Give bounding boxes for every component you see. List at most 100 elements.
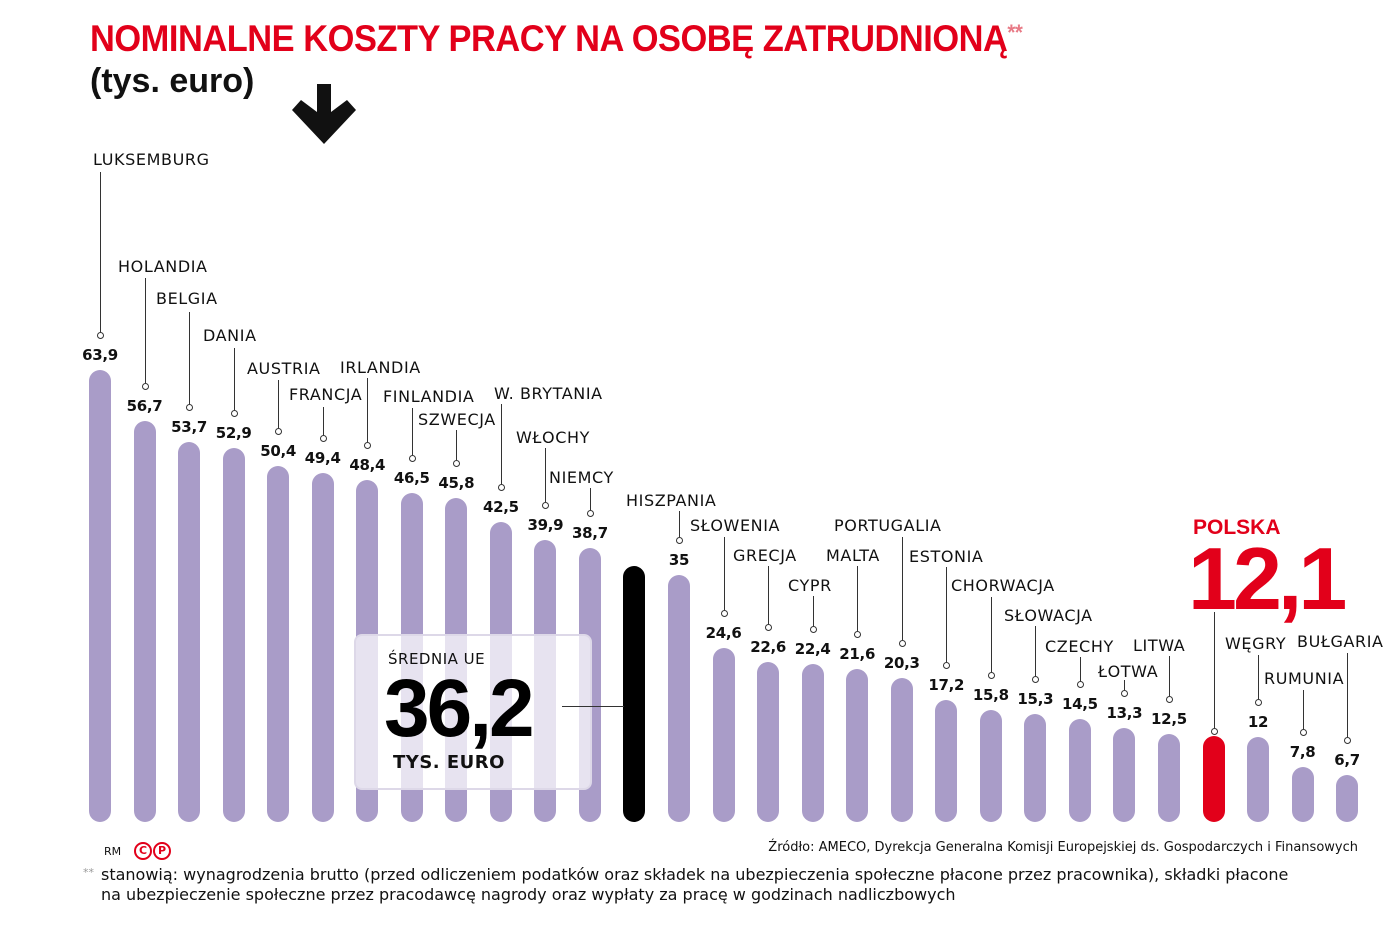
country-label: BELGIA (156, 289, 218, 308)
country-label: CZECHY (1045, 637, 1114, 656)
bar-litwa (1157, 734, 1180, 822)
country-label: WŁOCHY (516, 428, 590, 447)
leader-line (1080, 657, 1081, 681)
down-arrow-icon (292, 84, 356, 144)
leader-line (1169, 656, 1170, 696)
leader-line (278, 380, 279, 428)
leader-dot (364, 442, 371, 449)
leader-dot (1300, 729, 1307, 736)
value-label: 42,5 (482, 498, 519, 516)
value-label: 21,6 (839, 645, 876, 663)
footnote-mark: ** (83, 866, 94, 879)
leader-line (768, 566, 769, 624)
leader-line (679, 511, 680, 537)
leader-dot (97, 332, 104, 339)
country-label: NIEMCY (549, 468, 614, 487)
leader-dot (1032, 676, 1039, 683)
country-label: CYPR (788, 576, 832, 595)
value-label: 63,9 (82, 346, 118, 364)
leader-line (323, 407, 324, 435)
value-label: 20,3 (883, 654, 920, 672)
country-label: SŁOWENIA (690, 516, 781, 535)
phonogram-icon: P (153, 842, 171, 860)
footnote-line-2: na ubezpieczenie społeczne przez pracoda… (101, 885, 956, 904)
country-label: IRLANDIA (340, 358, 421, 377)
bar-chorwacja (979, 710, 1002, 822)
value-label: 48,4 (349, 456, 386, 474)
bar-polska (1202, 736, 1225, 822)
leader-line (412, 408, 413, 455)
leader-line (590, 488, 591, 510)
value-label: 22,6 (750, 638, 786, 656)
poland-value: 12,1 (1188, 529, 1347, 628)
bar-belgia (178, 442, 201, 822)
leader-dot (320, 435, 327, 442)
leader-line (902, 537, 903, 640)
leader-line (1124, 680, 1125, 690)
leader-line (145, 278, 146, 383)
leader-line (1214, 612, 1215, 728)
leader-line (1347, 653, 1348, 737)
country-label: AUSTRIA (247, 359, 321, 378)
leader-dot (142, 383, 149, 390)
footnote-line-1: stanowią: wynagrodzenia brutto (przed od… (101, 865, 1289, 884)
value-label: 12 (1247, 713, 1269, 731)
leader-dot (765, 624, 772, 631)
bar-francja (311, 473, 334, 822)
value-label: 46,5 (393, 469, 430, 487)
country-label: MALTA (826, 546, 880, 565)
chart-subtitle: (tys. euro) (90, 62, 255, 100)
bar-łotwa (1113, 728, 1136, 822)
leader-line (234, 348, 235, 410)
bar-średnia-ue (623, 566, 646, 822)
bar-cypr (801, 664, 824, 822)
leader-line (367, 378, 368, 442)
leader-dot (721, 610, 728, 617)
average-callout-box (354, 634, 592, 790)
value-label: 35 (668, 551, 690, 569)
chart-title-text: NOMINALNE KOSZTY PRACY NA OSOBĘ ZATRUDNI… (90, 18, 1008, 59)
leader-dot (1077, 681, 1084, 688)
bar-słowenia (712, 648, 735, 822)
bar-estonia (935, 700, 958, 822)
author-credit: RM (104, 845, 122, 858)
leader-dot (1166, 696, 1173, 703)
leader-line (813, 596, 814, 626)
bar-bułgaria (1336, 775, 1359, 822)
country-label: SZWECJA (418, 410, 496, 429)
leader-line (545, 448, 546, 502)
leader-dot (1344, 737, 1351, 744)
average-leader-line (562, 706, 624, 707)
value-label: 45,8 (438, 474, 475, 492)
country-label: HISZPANIA (626, 491, 717, 510)
average-unit: TYS. EURO (393, 752, 505, 773)
country-label: PORTUGALIA (834, 516, 942, 535)
bar-luksemburg (89, 370, 111, 822)
leader-line (946, 567, 947, 662)
leader-dot (275, 428, 282, 435)
value-label: 6,7 (1334, 751, 1360, 769)
bar-czechy (1068, 719, 1091, 822)
leader-line (501, 404, 502, 484)
bar-holandia (133, 421, 156, 822)
poland-label: POLSKA (1193, 516, 1281, 539)
leader-dot (943, 662, 950, 669)
country-label: SŁOWACJA (1004, 606, 1093, 625)
country-label: LITWA (1133, 636, 1186, 655)
value-label: 7,8 (1289, 743, 1316, 761)
value-label: 53,7 (171, 418, 207, 436)
value-label: 14,5 (1061, 695, 1098, 713)
leader-line (857, 566, 858, 631)
country-label: LUKSEMBURG (93, 150, 210, 169)
leader-dot (676, 537, 683, 544)
value-label: 52,9 (215, 424, 252, 442)
source-note: Źródło: AMECO, Dyrekcja Generalna Komisj… (768, 840, 1358, 855)
country-label: W. BRYTANIA (494, 384, 603, 403)
leader-line (456, 430, 457, 460)
leader-line (189, 312, 190, 404)
value-label: 13,3 (1106, 704, 1143, 722)
leader-line (1258, 655, 1259, 699)
leader-line (1303, 690, 1304, 729)
leader-line (100, 172, 101, 332)
leader-dot (854, 631, 861, 638)
